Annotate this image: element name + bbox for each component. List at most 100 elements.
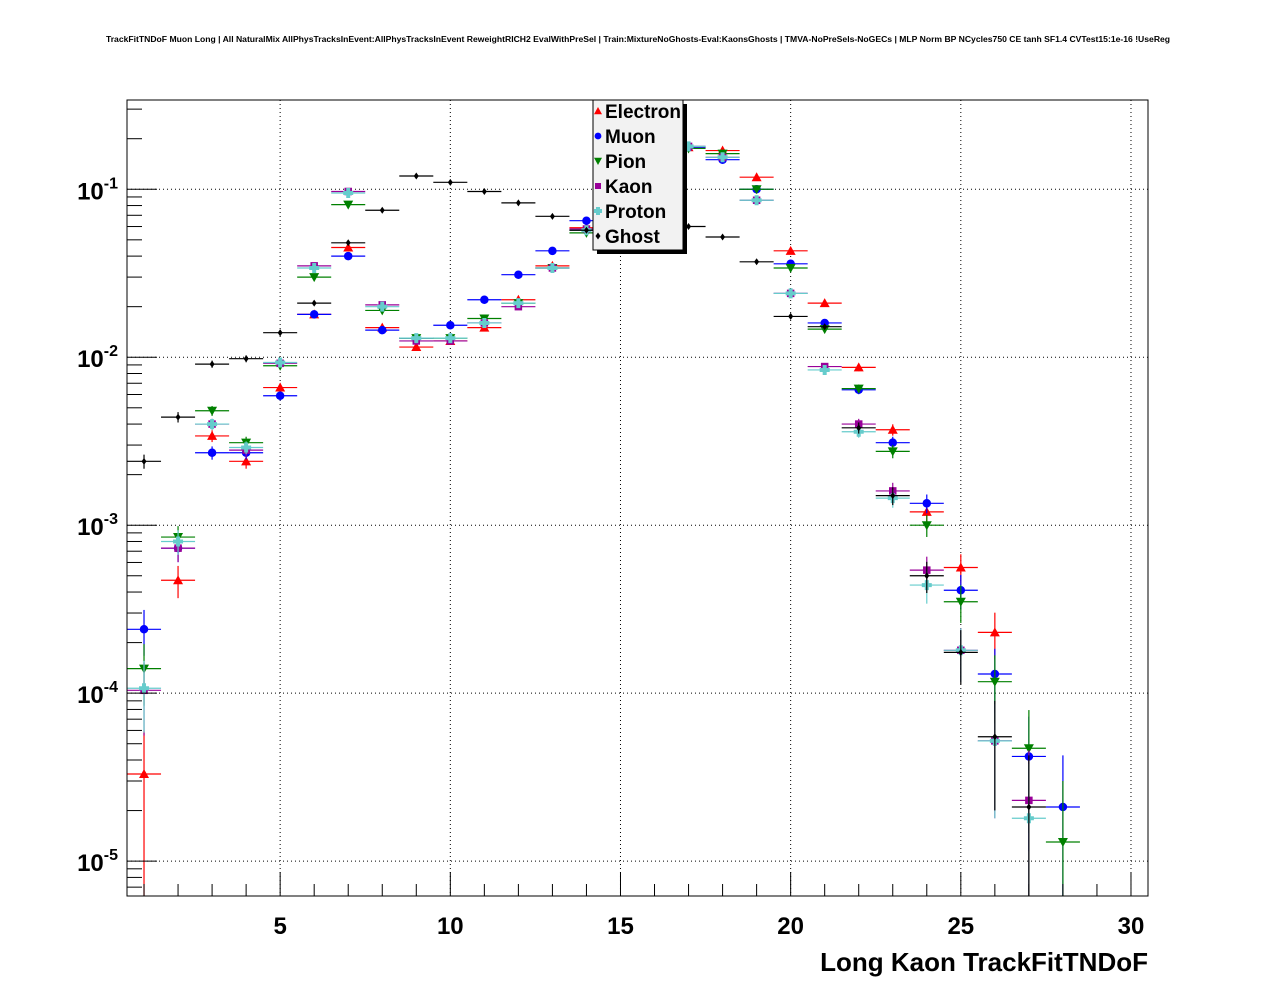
marker-diamond (345, 239, 351, 247)
legend-entry-proton: Proton (594, 202, 666, 223)
marker-cross (139, 683, 150, 694)
data-point (195, 446, 230, 460)
marker-cross (411, 333, 422, 344)
marker-circle (139, 625, 149, 634)
marker-triangle-up (139, 769, 150, 779)
legend-entry-ghost: Ghost (595, 227, 661, 248)
data-point (739, 172, 774, 182)
marker-triangle-down (207, 406, 218, 416)
data-point (297, 273, 332, 283)
marker-triangle-down (955, 597, 966, 607)
x-tick-label: 20 (777, 913, 804, 940)
data-point (841, 422, 876, 434)
marker-circle (888, 438, 897, 447)
data-point (365, 206, 400, 214)
data-point (263, 329, 298, 337)
data-point (127, 730, 162, 896)
data-point (467, 187, 502, 195)
legend-entry-pion: Pion (594, 152, 646, 173)
marker-triangle-up (955, 562, 966, 572)
marker-triangle-up (173, 575, 184, 585)
marker-diamond (788, 312, 794, 320)
marker-triangle-up (785, 245, 796, 255)
data-point (773, 312, 808, 320)
marker-triangle-up (343, 242, 354, 252)
marker-triangle-down (309, 273, 320, 283)
marker-circle (594, 132, 602, 140)
marker-diamond (1026, 803, 1032, 811)
data-point (127, 660, 162, 733)
marker-circle (922, 499, 932, 508)
marker-cross (241, 442, 252, 453)
data-point (297, 299, 332, 307)
data-point (1045, 780, 1080, 896)
data-point (297, 262, 332, 273)
marker-circle (207, 448, 217, 457)
data-point (705, 233, 740, 241)
data-point (433, 321, 468, 330)
marker-diamond (175, 413, 181, 421)
series-electron (127, 142, 1012, 896)
y-tick-label: 10-3 (77, 511, 118, 541)
marker-diamond (277, 329, 283, 337)
series-layer (127, 141, 1080, 896)
legend-label: Muon (605, 127, 656, 148)
legend-entry-kaon: Kaon (595, 177, 653, 198)
marker-diamond (209, 360, 215, 368)
marker-cross (547, 262, 558, 273)
data-point (875, 424, 910, 436)
data-point (399, 342, 434, 352)
marker-diamond (515, 199, 521, 207)
data-point (773, 245, 808, 255)
legend-label: Kaon (605, 177, 653, 198)
data-point (263, 382, 298, 392)
x-tick-label: 25 (947, 913, 974, 940)
data-point (195, 418, 230, 430)
marker-diamond (481, 187, 487, 195)
data-point (875, 445, 910, 459)
x-tick-labels: 5 10 15 20 25 30 (273, 913, 1144, 940)
data-point (807, 323, 842, 331)
legend-label: Electron (605, 102, 681, 123)
marker-triangle-down (751, 185, 762, 195)
data-point (705, 152, 740, 163)
marker-triangle-up (751, 172, 762, 182)
data-point (739, 258, 774, 266)
data-point (263, 391, 298, 401)
marker-circle (378, 325, 387, 335)
marker-cross (207, 419, 218, 430)
data-point (331, 200, 366, 210)
marker-circle (582, 216, 591, 225)
data-point (161, 530, 196, 555)
marker-diamond (924, 572, 930, 580)
data-point (399, 172, 434, 180)
marker-cross (513, 298, 524, 309)
data-point (977, 700, 1012, 811)
data-point (399, 333, 434, 344)
marker-cross (683, 141, 694, 152)
data-point (1011, 755, 1046, 896)
data-point (909, 515, 944, 537)
marker-triangle-up (275, 382, 286, 392)
x-tick-label: 10 (437, 913, 464, 940)
data-point (195, 360, 230, 368)
marker-circle (275, 391, 285, 400)
marker-diamond (992, 733, 998, 741)
data-point (365, 301, 400, 312)
chart-title: TrackFitTNDoF Muon Long | All NaturalMix… (106, 34, 1170, 44)
marker-diamond (413, 172, 419, 180)
marker-diamond (856, 424, 862, 432)
marker-diamond (958, 648, 964, 656)
marker-diamond (447, 178, 453, 186)
data-point (467, 317, 502, 328)
marker-diamond (549, 212, 555, 220)
marker-triangle-up (853, 362, 864, 372)
marker-cross (377, 301, 388, 312)
marker-triangle-down (594, 157, 602, 165)
data-point (773, 288, 808, 299)
data-point (535, 262, 570, 273)
data-point (331, 251, 366, 261)
data-point (535, 246, 570, 256)
marker-cross (785, 288, 796, 299)
marker-triangle-down (1057, 837, 1068, 847)
